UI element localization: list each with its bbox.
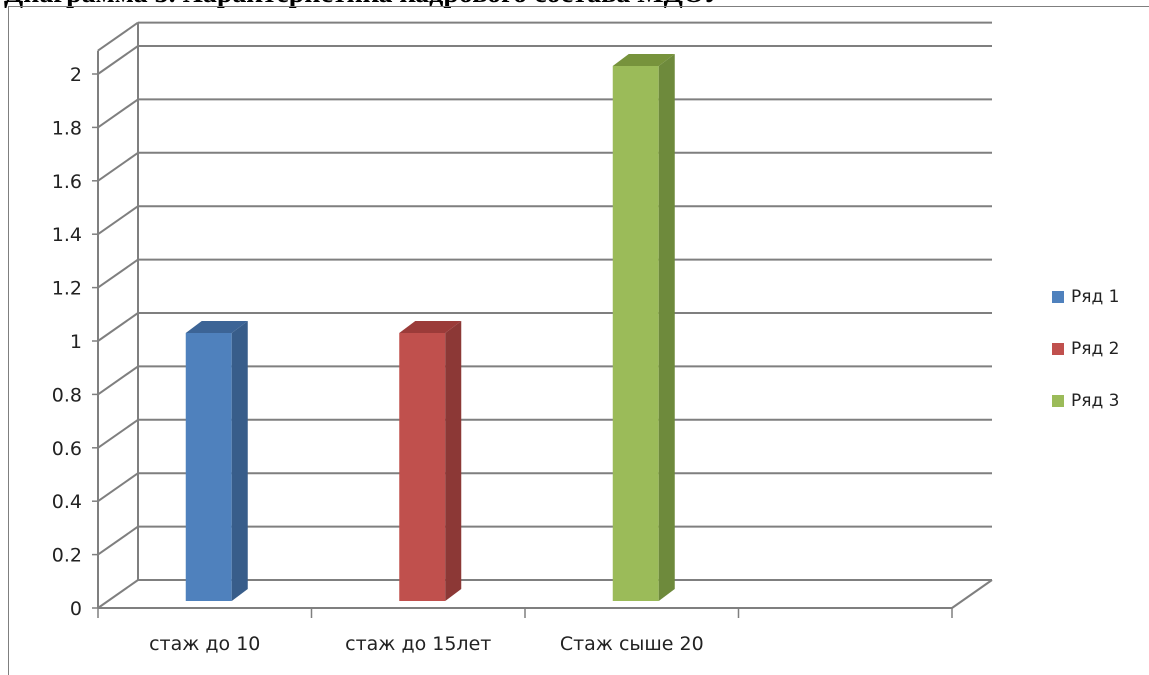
y-tick-label: 0.2 [52, 545, 82, 567]
bar-top-series-1 [185, 321, 248, 333]
legend-swatch-series-2 [1052, 343, 1064, 355]
y-tick-label: 0.6 [52, 438, 82, 460]
legend-swatch-series-3 [1052, 395, 1064, 407]
gridline-diagonal [97, 472, 139, 503]
gridline-diagonal [97, 205, 139, 236]
gridline-diagonal [97, 45, 139, 75]
chart-title: Диаграмма 3. Характеристика кадрового со… [4, 0, 724, 8]
bar-series-1 [185, 333, 232, 601]
legend-swatch-series-1 [1052, 291, 1064, 303]
gridline-diagonal [97, 312, 139, 342]
y-tick-label: 2 [70, 64, 82, 86]
legend-item-series-2: Ряд 2 [1052, 336, 1147, 362]
gridline-diagonal [97, 418, 139, 449]
bar-top-series-2 [399, 321, 462, 333]
y-tick-label: 1 [70, 331, 82, 353]
legend-label-series-2: Ряд 2 [1071, 339, 1120, 359]
y-tick-label: 1.6 [52, 171, 82, 193]
bar-series-3 [612, 66, 659, 601]
y-tick-label: 1.8 [52, 117, 82, 139]
legend-item-series-3: Ряд 3 [1052, 388, 1147, 414]
legend-label-series-3: Ряд 3 [1071, 391, 1120, 411]
legend-item-series-1: Ряд 1 [1052, 284, 1147, 310]
legend: Ряд 1 Ряд 2 Ряд 3 [1052, 284, 1147, 414]
gridline-diagonal [97, 151, 139, 182]
y-tick-label: 0.4 [52, 491, 82, 513]
bar-series-2 [399, 333, 446, 601]
gridline-diagonal [97, 365, 139, 396]
gridline-diagonal [97, 98, 139, 129]
bar-side-series-1 [231, 321, 248, 601]
gridline-diagonal [97, 258, 139, 289]
gridline-diagonal [97, 525, 139, 556]
x-tick-label: стаж до 10 [149, 633, 260, 655]
y-tick-label: 1.2 [52, 278, 82, 300]
floor-edge-right [951, 579, 993, 609]
gridline-diagonal [97, 21, 139, 52]
chart-area [8, 6, 1149, 675]
bar-top-series-3 [612, 54, 675, 66]
x-tick-label: стаж до 15лет [345, 633, 491, 655]
y-tick-label: 1.4 [52, 224, 82, 246]
x-tick-label: Стаж сыше 20 [560, 633, 704, 655]
y-tick-label: 0 [70, 598, 82, 620]
legend-label-series-1: Ряд 1 [1071, 287, 1120, 307]
gridline-diagonal [97, 579, 139, 609]
y-tick-label: 0.8 [52, 384, 82, 406]
bar-side-series-2 [445, 321, 462, 601]
bar-side-series-3 [658, 54, 675, 601]
